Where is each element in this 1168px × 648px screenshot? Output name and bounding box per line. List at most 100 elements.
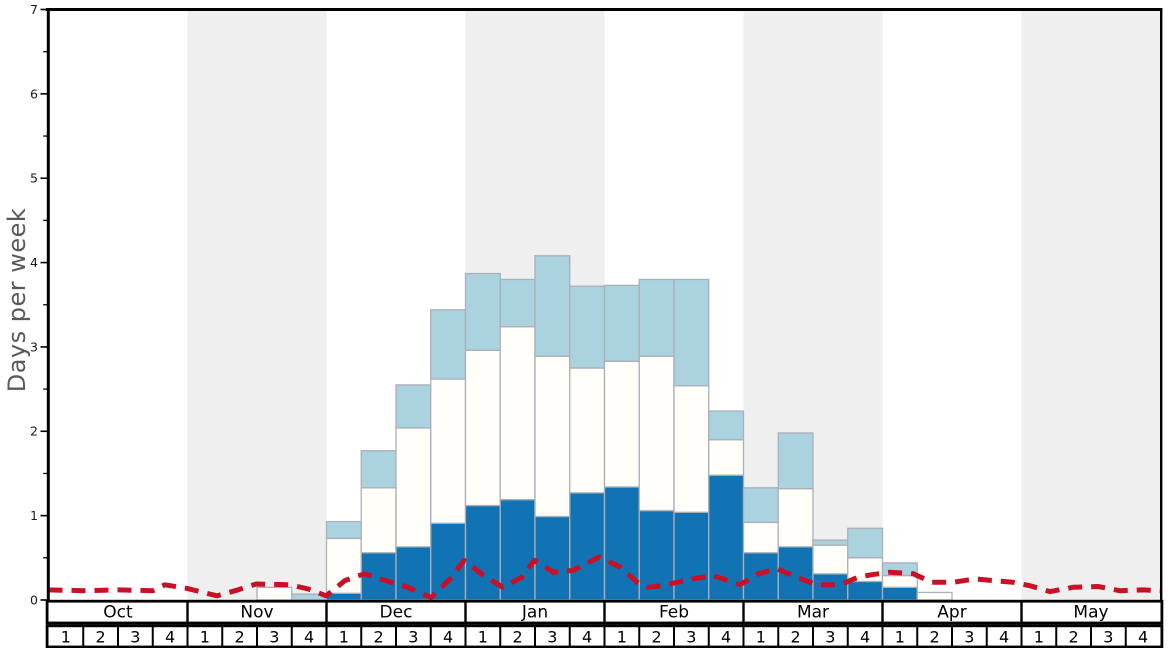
light-blue-top-segment xyxy=(464,272,501,351)
light-blue-top-segment xyxy=(812,539,849,546)
month-label-jan: Jan xyxy=(521,603,548,623)
light-blue-top-segment xyxy=(569,285,606,369)
week-number-label: 2 xyxy=(1069,628,1079,647)
week-number-label: 2 xyxy=(374,628,384,647)
week-number-label: 3 xyxy=(408,628,418,647)
month-label-feb: Feb xyxy=(659,603,689,623)
week-axis-row: 1 2 3 4 1 2 3 4 1 2 3 4 1 2 3 4 1 2 3 4 1 2 3 4 1 2 3 4 1 2 3 4 xyxy=(45,624,1164,648)
week-number-label: 4 xyxy=(721,628,731,647)
dark-blue-bottom-segment xyxy=(499,498,536,601)
bar-week-feb-3 xyxy=(673,278,710,601)
week-number-label: 2 xyxy=(652,628,662,647)
month-axis-row: Oct Nov Dec Jan Feb Mar Apr May xyxy=(45,599,1164,625)
week-number-label: 2 xyxy=(791,628,801,647)
white-middle-segment xyxy=(812,544,849,575)
white-middle-segment xyxy=(708,439,745,476)
week-number-label: 3 xyxy=(547,628,557,647)
bar-week-jan-3 xyxy=(534,255,571,601)
white-middle-segment xyxy=(256,586,293,601)
bar-week-feb-1 xyxy=(603,284,640,601)
white-middle-segment xyxy=(464,349,501,507)
y-tick-label-1: 1 xyxy=(30,508,38,523)
white-middle-segment xyxy=(395,427,432,548)
y-tick-label-4: 4 xyxy=(30,255,38,270)
white-middle-segment xyxy=(430,378,467,524)
dark-blue-bottom-segment xyxy=(847,580,884,601)
dark-blue-bottom-segment xyxy=(569,492,606,601)
bar-week-jan-1 xyxy=(464,272,501,601)
white-middle-segment xyxy=(360,487,397,554)
week-number-label: 2 xyxy=(96,628,106,647)
bar-week-nov-3 xyxy=(256,586,293,601)
week-number-label: 2 xyxy=(930,628,940,647)
white-middle-segment xyxy=(499,326,536,501)
week-number-label: 1 xyxy=(756,628,766,647)
bar-week-apr-2 xyxy=(916,591,953,601)
month-label-dec: Dec xyxy=(380,603,413,623)
week-number-label: 4 xyxy=(304,628,314,647)
week-number-label: 4 xyxy=(1138,628,1148,647)
bar-week-apr-1 xyxy=(881,562,918,601)
dark-blue-bottom-segment xyxy=(603,486,640,601)
red-dashed-line xyxy=(48,554,1161,600)
week-number-label: 1 xyxy=(478,628,488,647)
month-shading-bands xyxy=(187,11,1161,600)
white-middle-segment xyxy=(742,521,779,554)
y-tick-label-5: 5 xyxy=(30,171,38,186)
y-tick-label-3: 3 xyxy=(30,339,38,354)
week-number-label: 1 xyxy=(200,628,210,647)
light-blue-top-segment xyxy=(777,432,814,490)
white-middle-segment xyxy=(916,591,953,601)
bar-week-mar-2 xyxy=(777,432,814,601)
bar-week-dec-1 xyxy=(325,520,362,601)
bar-week-mar-4 xyxy=(847,527,884,601)
week-number-label: 1 xyxy=(61,628,71,647)
bar-week-jan-4 xyxy=(569,285,606,601)
y-axis-ticks: 0 1 2 3 4 5 6 7 xyxy=(30,2,48,607)
week-number-label: 3 xyxy=(964,628,974,647)
white-middle-segment xyxy=(534,355,571,518)
week-number-label: 4 xyxy=(999,628,1009,647)
week-number-label: 4 xyxy=(582,628,592,647)
month-label-apr: Apr xyxy=(937,603,966,623)
week-number-label: 1 xyxy=(617,628,627,647)
week-number-label: 3 xyxy=(130,628,140,647)
y-tick-label-7: 7 xyxy=(30,2,38,17)
axes xyxy=(45,8,1163,603)
y-tick-label-2: 2 xyxy=(30,424,38,439)
month-label-mar: Mar xyxy=(797,603,829,623)
bar-week-feb-4 xyxy=(708,410,745,601)
light-blue-top-segment xyxy=(708,410,745,441)
light-blue-top-segment xyxy=(638,278,675,357)
bar-week-mar-3 xyxy=(812,539,849,601)
white-middle-segment xyxy=(569,367,606,494)
dark-blue-bottom-segment xyxy=(534,515,571,601)
week-number-label: 1 xyxy=(895,628,905,647)
week-number-label: 4 xyxy=(860,628,870,647)
stacked-bars xyxy=(256,255,953,601)
month-shading-band-may xyxy=(1021,11,1161,600)
white-middle-segment xyxy=(603,360,640,488)
white-middle-segment xyxy=(777,487,814,548)
dark-blue-bottom-segment xyxy=(673,511,710,601)
light-blue-top-segment xyxy=(360,450,397,489)
light-blue-top-segment xyxy=(395,384,432,429)
dark-blue-bottom-segment xyxy=(464,504,501,601)
dark-blue-bottom-segment xyxy=(881,586,918,601)
dark-blue-bottom-segment xyxy=(742,552,779,601)
white-middle-segment xyxy=(638,355,675,512)
week-number-label: 2 xyxy=(513,628,523,647)
month-label-nov: Nov xyxy=(240,603,273,623)
bar-week-dec-2 xyxy=(360,450,397,601)
y-tick-label-0: 0 xyxy=(30,592,38,607)
white-middle-segment xyxy=(881,574,918,588)
light-blue-top-segment xyxy=(430,309,467,380)
month-label-oct: Oct xyxy=(103,603,133,623)
light-blue-top-segment xyxy=(742,487,779,524)
week-number-label: 1 xyxy=(339,628,349,647)
month-shading-band-nov xyxy=(187,11,327,600)
bar-week-jan-2 xyxy=(499,278,536,601)
week-number-label: 4 xyxy=(165,628,175,647)
bar-week-mar-1 xyxy=(742,487,779,601)
